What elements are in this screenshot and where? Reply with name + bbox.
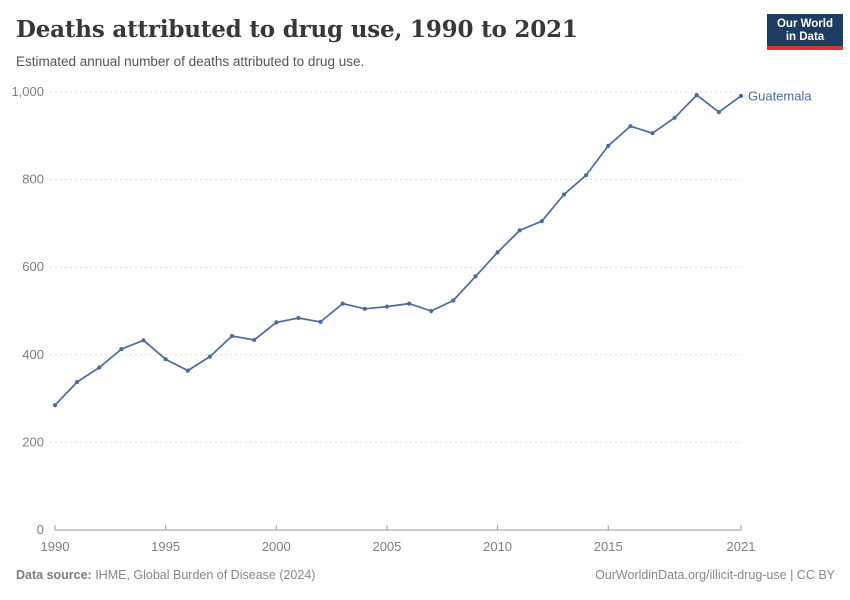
data-point[interactable] xyxy=(495,250,500,255)
data-source-note: Data source: IHME, Global Burden of Dise… xyxy=(16,568,315,582)
data-point[interactable] xyxy=(207,354,212,359)
data-point[interactable] xyxy=(163,357,168,362)
x-axis-tick-label: 2005 xyxy=(372,539,401,554)
y-axis-tick-label: 0 xyxy=(37,522,44,537)
data-point[interactable] xyxy=(716,110,722,115)
logo-text-line2: in Data xyxy=(785,30,825,43)
data-point[interactable] xyxy=(296,315,301,321)
data-point[interactable] xyxy=(97,365,102,370)
data-point[interactable] xyxy=(229,333,235,339)
data-point[interactable] xyxy=(429,308,434,314)
data-point[interactable] xyxy=(606,143,611,148)
data-point[interactable] xyxy=(539,219,544,224)
data-point[interactable] xyxy=(384,304,389,309)
data-point[interactable] xyxy=(672,115,677,120)
data-point[interactable] xyxy=(584,173,589,178)
x-axis-tick-label: 2000 xyxy=(262,539,291,554)
y-axis-tick-label: 1,000 xyxy=(11,84,44,99)
data-point[interactable] xyxy=(517,228,522,233)
footer-citation-link[interactable]: OurWorldinData.org/illicit-drug-use | CC… xyxy=(595,568,835,582)
x-axis-tick-label: 1995 xyxy=(151,539,180,554)
data-point[interactable] xyxy=(141,338,146,343)
data-point[interactable] xyxy=(185,368,190,373)
x-axis-tick-label: 2021 xyxy=(727,539,756,554)
data-source-value: IHME, Global Burden of Disease (2024) xyxy=(91,568,316,582)
data-point[interactable] xyxy=(274,320,279,325)
data-point[interactable] xyxy=(52,403,58,408)
data-point[interactable] xyxy=(561,192,567,197)
y-axis-tick-label: 600 xyxy=(22,259,44,274)
data-point[interactable] xyxy=(252,337,257,342)
logo-text-line1: Our World xyxy=(776,18,833,30)
data-point[interactable] xyxy=(318,319,323,324)
data-point[interactable] xyxy=(473,274,478,279)
y-axis-tick-label: 800 xyxy=(22,172,44,187)
x-axis-tick-label: 1990 xyxy=(41,539,70,554)
x-axis-tick-label: 2015 xyxy=(594,539,623,554)
data-line[interactable] xyxy=(54,94,742,406)
data-point[interactable] xyxy=(75,379,80,385)
data-point[interactable] xyxy=(362,306,367,311)
data-point[interactable] xyxy=(340,301,345,306)
chart-subtitle: Estimated annual number of deaths attrib… xyxy=(16,54,365,69)
data-point[interactable] xyxy=(738,93,744,98)
chart-footer: Data source: IHME, Global Burden of Dise… xyxy=(16,568,835,582)
data-point[interactable] xyxy=(650,131,655,136)
data-point[interactable] xyxy=(407,301,412,306)
data-point[interactable] xyxy=(628,124,633,129)
y-axis-tick-label: 400 xyxy=(22,347,44,362)
data-source-label: Data source: xyxy=(16,568,92,582)
data-point[interactable] xyxy=(119,347,124,352)
data-point[interactable] xyxy=(451,298,456,303)
owid-logo[interactable]: Our World in Data xyxy=(767,14,843,51)
y-axis-tick-label: 200 xyxy=(22,434,44,449)
series-end-label[interactable]: Guatemala xyxy=(748,88,812,103)
x-axis-tick-label: 2010 xyxy=(483,539,512,554)
chart-title: Deaths attributed to drug use, 1990 to 2… xyxy=(16,16,578,43)
data-point[interactable] xyxy=(694,93,699,98)
